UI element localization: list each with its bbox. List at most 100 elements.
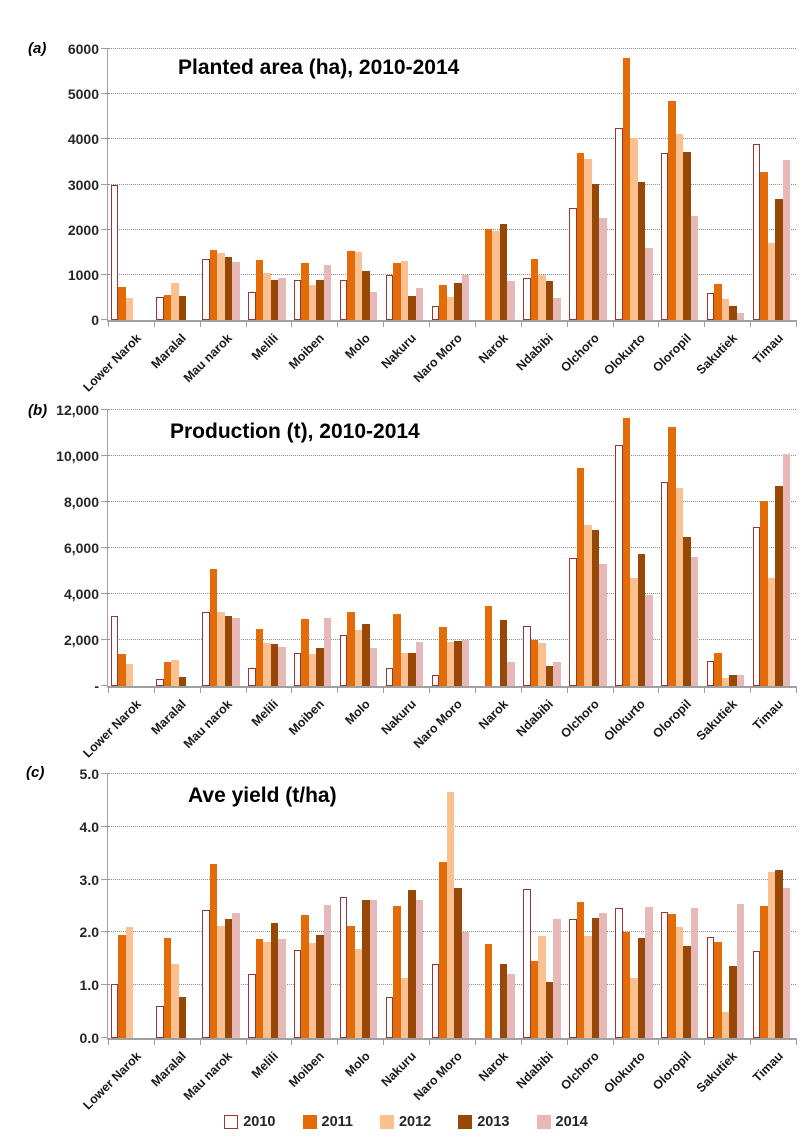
- category-label-timau: Timau: [749, 331, 786, 367]
- y-tick-mark: [101, 547, 108, 548]
- x-tick-mark: [796, 1038, 797, 1045]
- bar-2011-olchoro: [576, 901, 585, 1038]
- bar-2011-moiben: [301, 619, 309, 686]
- bar-2014-mau-narok: [232, 262, 240, 320]
- panel-label-b: (b): [28, 402, 48, 419]
- category-label-lower-narok: Lower Narok: [80, 697, 144, 761]
- bar-2014-mau-narok: [232, 618, 240, 686]
- y-tick-mark: [101, 593, 108, 594]
- gridline: [108, 138, 796, 140]
- x-tick-mark: [337, 1038, 339, 1045]
- gridline: [108, 228, 796, 230]
- bar-2014-olokurto: [645, 906, 653, 1038]
- bar-2012-olchoro: [584, 525, 592, 686]
- bar-2013-nakuru: [408, 296, 416, 320]
- bar-2011-oloropil: [668, 427, 676, 686]
- legend-label: 2011: [321, 1114, 353, 1130]
- bar-2012-maralal: [171, 282, 179, 320]
- bar-2013-moiben: [316, 648, 324, 686]
- bar-2014-nakuru: [415, 900, 424, 1038]
- y-tick-mark: [101, 409, 108, 410]
- bar-2010-olokurto: [615, 128, 623, 320]
- y-tick-label: 8,000: [63, 494, 99, 510]
- x-tick-mark: [153, 686, 155, 693]
- x-tick-mark: [291, 1038, 293, 1045]
- bar-2013-narok: [499, 964, 508, 1038]
- category-label-maralal: Maralal: [148, 1049, 190, 1090]
- bar-2014-olchoro: [599, 218, 607, 320]
- bar-2012-sakutiek: [721, 298, 730, 320]
- bar-2010-timau: [752, 950, 761, 1038]
- bar-2013-molo: [362, 899, 370, 1038]
- bar-2012-naro-moro: [446, 642, 455, 686]
- x-tick-mark: [566, 686, 568, 693]
- y-tick-mark: [101, 501, 108, 502]
- x-tick-mark: [474, 320, 476, 327]
- bar-2011-nakuru: [393, 262, 401, 320]
- y-tick-mark: [101, 878, 108, 880]
- bar-2013-naro-moro: [454, 283, 462, 320]
- bar-2012-oloropil: [675, 926, 684, 1038]
- bar-2012-olokurto: [630, 138, 638, 320]
- chart-title-production: Production (t), 2010-2014: [170, 420, 420, 443]
- category-label-sakutiek: Sakutiek: [693, 331, 740, 378]
- bar-2013-melili: [270, 923, 279, 1038]
- category-label-naro-moro: Naro Moro: [410, 697, 465, 752]
- x-tick-mark: [429, 686, 431, 693]
- bar-2010-mau-narok: [202, 612, 210, 686]
- x-tick-mark: [245, 320, 247, 327]
- bar-2013-ndabibi: [545, 281, 554, 320]
- bar-2011-oloropil: [668, 913, 676, 1038]
- panel-label-a: (a): [28, 40, 47, 57]
- bar-2011-molo: [347, 925, 355, 1038]
- gridline: [108, 593, 796, 594]
- category-label-nakuru: Nakuru: [378, 697, 419, 738]
- y-tick-label: 3.0: [79, 871, 99, 888]
- gridline: [108, 825, 796, 827]
- x-tick-mark: [612, 686, 614, 693]
- bar-2010-sakutiek: [706, 660, 715, 686]
- bar-2010-naro-moro: [431, 964, 440, 1038]
- bar-2012-mau-narok: [217, 612, 225, 686]
- legend-item-2012: 2012: [379, 1114, 431, 1130]
- bar-2012-olchoro: [584, 158, 592, 320]
- bar-2012-ndabibi: [538, 935, 546, 1038]
- y-tick-label: 5000: [67, 86, 99, 103]
- bar-2011-mau-narok: [209, 863, 218, 1038]
- bar-2012-naro-moro: [446, 297, 455, 320]
- bar-2012-timau: [767, 243, 776, 320]
- category-label-lower-narok: Lower Narok: [80, 331, 144, 395]
- bar-2013-naro-moro: [454, 887, 462, 1038]
- bar-2010-molo: [339, 635, 348, 686]
- category-label-mau-narok: Mau narok: [181, 1049, 236, 1104]
- bar-2014-narok: [507, 280, 515, 320]
- bar-2010-maralal: [156, 679, 164, 686]
- y-tick-label: 3000: [67, 176, 99, 193]
- bar-2013-molo: [362, 623, 370, 686]
- bar-2011-naro-moro: [439, 862, 447, 1038]
- bar-2014-naro-moro: [461, 640, 470, 686]
- bar-2014-timau: [782, 159, 791, 320]
- bar-2011-lower-narok: [118, 287, 126, 320]
- bar-2010-melili: [248, 291, 256, 320]
- bar-2014-melili: [278, 646, 286, 686]
- bar-2013-timau: [775, 199, 783, 320]
- legend-label: 2010: [243, 1114, 276, 1130]
- legend-swatch-2014: [536, 1115, 551, 1129]
- category-label-ndabibi: Ndabibi: [513, 1049, 557, 1092]
- x-tick-mark: [750, 686, 752, 693]
- x-tick-mark: [566, 1038, 568, 1045]
- category-label-oloropil: Oloropil: [650, 1049, 694, 1093]
- bar-2011-olokurto: [622, 418, 631, 686]
- bar-2014-oloropil: [690, 908, 699, 1038]
- bar-2014-nakuru: [415, 642, 424, 686]
- category-label-ndabibi: Ndabibi: [513, 331, 557, 374]
- bar-2013-oloropil: [683, 151, 691, 320]
- bar-2013-olokurto: [637, 937, 646, 1038]
- category-label-olokurto: Olokurto: [601, 1049, 649, 1096]
- y-tick-label: 12,000: [56, 402, 99, 418]
- bar-2012-oloropil: [675, 488, 684, 686]
- x-tick-mark: [474, 1038, 476, 1045]
- category-label-moiben: Moiben: [286, 331, 327, 372]
